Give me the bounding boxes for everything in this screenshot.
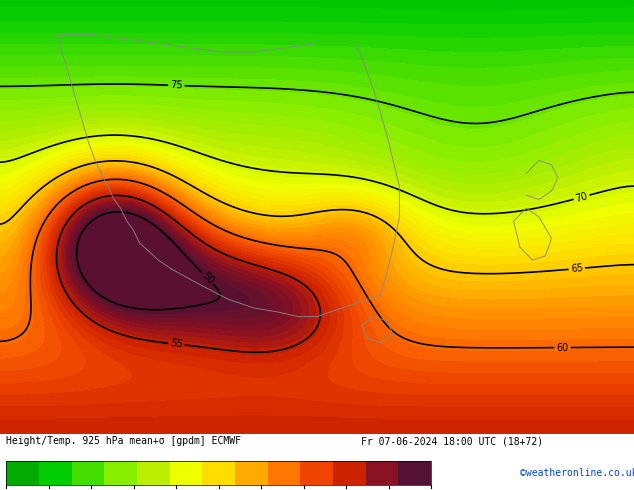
FancyBboxPatch shape <box>398 461 431 486</box>
Text: 50: 50 <box>200 270 216 286</box>
FancyBboxPatch shape <box>301 461 333 486</box>
FancyBboxPatch shape <box>333 461 366 486</box>
Text: ©weatheronline.co.uk: ©weatheronline.co.uk <box>520 468 634 478</box>
FancyBboxPatch shape <box>170 461 202 486</box>
Text: 70: 70 <box>574 191 589 204</box>
Text: Height/Temp. 925 hPa mean+σ [gpdm] ECMWF: Height/Temp. 925 hPa mean+σ [gpdm] ECMWF <box>6 437 242 446</box>
FancyBboxPatch shape <box>39 461 72 486</box>
FancyBboxPatch shape <box>72 461 105 486</box>
FancyBboxPatch shape <box>202 461 235 486</box>
Text: Fr 07-06-2024 18:00 UTC (18+72): Fr 07-06-2024 18:00 UTC (18+72) <box>361 437 543 446</box>
Text: 75: 75 <box>170 80 183 91</box>
Text: 65: 65 <box>570 263 583 274</box>
FancyBboxPatch shape <box>366 461 398 486</box>
FancyBboxPatch shape <box>105 461 137 486</box>
FancyBboxPatch shape <box>235 461 268 486</box>
Text: 55: 55 <box>170 339 183 350</box>
FancyBboxPatch shape <box>6 461 39 486</box>
FancyBboxPatch shape <box>268 461 301 486</box>
FancyBboxPatch shape <box>137 461 170 486</box>
Text: 60: 60 <box>557 343 569 353</box>
